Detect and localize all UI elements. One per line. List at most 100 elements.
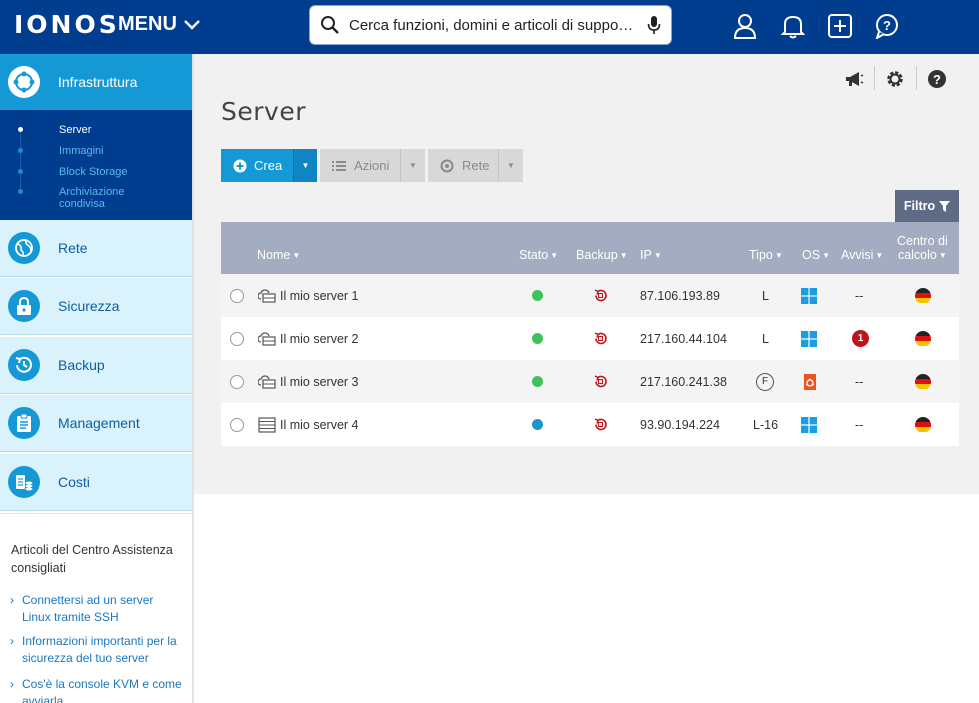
microphone-icon[interactable] [647,15,661,35]
actions-label: Azioni [354,158,390,173]
status-indicator [532,419,543,430]
status-indicator [532,333,543,344]
help-link-kvm[interactable]: › Cos'è la console KVM e come avviarla [10,676,185,703]
megaphone-icon[interactable] [843,68,865,90]
submenu-item-block-storage[interactable]: Block Storage [59,166,128,178]
actions-button[interactable]: Azioni [320,149,400,182]
sidebar-item-infrastruttura[interactable]: Infrastruttura [0,54,192,110]
backup-icon[interactable] [593,331,608,346]
sidebar-item-costi[interactable]: Costi [0,454,192,511]
sidebar-item-label: Backup [58,357,105,373]
table-row[interactable]: Il mio server 4 93.90.194.224 L-16 -- [221,403,959,446]
column-header-name[interactable]: Nome ▼ [257,248,300,262]
windows-icon [801,416,817,433]
table-row[interactable]: Il mio server 3 217.160.241.38 F -- [221,360,959,403]
submenu-item-immagini[interactable]: Immagini [59,145,104,157]
server-type: L-16 [753,417,779,432]
network-dropdown-button[interactable]: ▼ [498,149,523,182]
coins-icon [8,466,40,498]
top-bar: IONOS MENU Cerca funzioni, domini e arti… [0,0,979,54]
help-link-ssh[interactable]: › Connettersi ad un server Linux tramite… [10,592,185,626]
network-button[interactable]: Rete [428,149,498,182]
table-row[interactable]: Il mio server 1 87.106.193.89 L -- [221,274,959,317]
column-header-backup[interactable]: Backup ▼ [576,248,628,262]
backup-icon[interactable] [593,417,608,432]
search-input[interactable]: Cerca funzioni, domini e articoli di sup… [309,5,672,45]
server-name[interactable]: Il mio server 3 [280,374,359,389]
column-header-datacenter[interactable]: Centro di calcolo ▼ [897,234,948,263]
column-header-type[interactable]: Tipo ▼ [749,248,783,262]
server-name[interactable]: Il mio server 1 [280,288,359,303]
column-label: calcolo [897,248,937,262]
column-label: Avvisi [841,248,874,262]
add-icon[interactable] [826,12,854,40]
sidebar-item-sicurezza[interactable]: Sicurezza [0,278,192,335]
server-name[interactable]: Il mio server 2 [280,331,359,346]
submenu-dot [18,189,23,194]
history-icon [8,349,40,381]
help-articles-title: Articoli del Centro Assistenza consiglia… [11,543,173,575]
help-chat-icon[interactable]: ? [873,12,901,40]
help-icon[interactable]: ? [926,68,948,90]
lock-icon [8,290,40,322]
menu-button[interactable]: MENU [118,13,201,36]
toolbar-divider [874,66,875,90]
help-articles: Articoli del Centro Assistenza consiglia… [0,513,192,703]
svg-text:?: ? [883,18,891,33]
sidebar-item-label: Infrastruttura [58,74,138,90]
bell-icon[interactable] [779,12,807,40]
help-link-security[interactable]: › Informazioni importanti per la sicurez… [10,633,185,667]
user-icon[interactable] [731,12,759,40]
actions-dropdown-button[interactable]: ▼ [400,149,425,182]
server-type: L [762,288,769,303]
row-select-radio[interactable] [230,374,244,389]
sidebar-item-label: Costi [58,474,90,490]
alerts-value: -- [855,417,864,432]
network-icon [440,159,454,172]
ionos-logo[interactable]: IONOS [14,10,120,39]
create-dropdown-button[interactable]: ▼ [293,149,317,182]
germany-flag-icon [915,287,931,304]
server-name[interactable]: Il mio server 4 [280,417,359,432]
sort-caret-icon: ▼ [875,251,884,261]
plus-circle-icon [233,159,247,172]
chevron-down-icon [184,19,200,30]
status-indicator [532,376,543,387]
column-header-os[interactable]: OS ▼ [802,248,830,262]
filter-button[interactable]: Filtro [895,190,959,222]
row-select-radio[interactable] [230,288,244,303]
submenu-dot [18,127,23,132]
column-header-ip[interactable]: IP ▼ [640,248,662,262]
table-row[interactable]: Il mio server 2 217.160.44.104 L 1 [221,317,959,360]
sidebar-item-rete[interactable]: Rete [0,220,192,277]
column-label: Centro di [897,234,948,248]
backup-icon[interactable] [593,288,608,303]
chevron-right-icon: › [10,677,14,691]
column-header-status[interactable]: Stato ▼ [519,248,558,262]
funnel-icon [939,200,951,212]
sidebar-item-management[interactable]: Management [0,395,192,452]
submenu-item-server[interactable]: Server [59,124,92,136]
sidebar-item-backup[interactable]: Backup [0,337,192,394]
windows-icon [801,330,817,347]
alert-count-badge[interactable]: 1 [852,330,869,347]
sidebar-item-label: Sicurezza [58,298,120,314]
sort-caret-icon: ▼ [550,251,559,261]
search-placeholder: Cerca funzioni, domini e articoli di sup… [349,16,634,34]
create-button[interactable]: Crea [221,149,293,182]
ip-address: 93.90.194.224 [640,417,720,432]
globe-icon [8,232,40,264]
sort-caret-icon: ▼ [653,251,662,261]
main-content: ? Server Crea ▼ Azioni ▼ Rete ▼ Filtro N… [194,54,979,494]
help-link-text: Cos'è la console KVM e come avviarla [22,677,182,703]
ip-address: 217.160.44.104 [640,331,727,346]
row-select-radio[interactable] [230,417,244,432]
submenu-item-archiviazione[interactable]: Archiviazione condivisa [59,186,125,210]
column-header-alerts[interactable]: Avvisi ▼ [841,248,883,262]
row-select-radio[interactable] [230,331,244,346]
gear-icon[interactable] [884,68,906,90]
backup-icon[interactable] [593,374,608,389]
cloud-server-icon [258,331,276,346]
submenu-dot [18,148,23,153]
chevron-right-icon: › [10,593,14,607]
